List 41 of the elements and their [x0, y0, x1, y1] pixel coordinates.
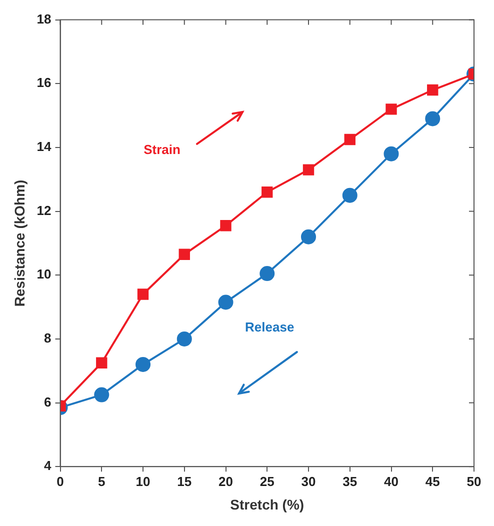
y-tick-label: 4 — [44, 458, 52, 474]
point — [302, 164, 314, 176]
point — [218, 294, 234, 310]
point — [137, 288, 149, 300]
point — [94, 387, 110, 402]
point — [178, 248, 190, 260]
y-axis-title: Resistance (kOhm) — [11, 180, 28, 307]
x-tick-label: 10 — [136, 474, 150, 489]
point — [96, 357, 108, 368]
x-tick-label: 35 — [342, 474, 358, 489]
y-tick-label: 12 — [36, 202, 52, 218]
point — [220, 220, 232, 232]
y-tick-label: 18 — [36, 11, 52, 26]
y-tick-label: 16 — [36, 75, 52, 90]
point — [427, 84, 438, 96]
point — [384, 146, 399, 162]
x-tick-label: 25 — [260, 474, 274, 489]
y-tick-label: 8 — [44, 330, 52, 346]
x-tick-label: 45 — [425, 474, 440, 489]
point — [176, 331, 192, 346]
x-tick-label: 5 — [98, 474, 106, 489]
point — [301, 229, 316, 244]
y-tick-label: 6 — [44, 394, 52, 410]
point — [425, 111, 440, 126]
point — [342, 188, 358, 203]
y-tick-label: 10 — [36, 266, 52, 282]
point — [344, 134, 356, 146]
point — [260, 266, 275, 282]
x-tick-label: 20 — [218, 474, 233, 489]
annotation: Strain — [144, 142, 181, 158]
point — [136, 356, 151, 372]
x-tick-label: 50 — [466, 474, 482, 489]
y-tick-label: 14 — [36, 139, 52, 154]
point — [386, 104, 397, 115]
x-tick-label: 0 — [56, 474, 64, 489]
x-axis-title: Stretch (%) — [230, 496, 304, 512]
x-tick-label: 30 — [301, 474, 316, 489]
x-tick-label: 40 — [384, 474, 398, 489]
annotation: Release — [245, 319, 294, 334]
point — [262, 186, 273, 198]
x-tick-label: 15 — [177, 474, 192, 489]
